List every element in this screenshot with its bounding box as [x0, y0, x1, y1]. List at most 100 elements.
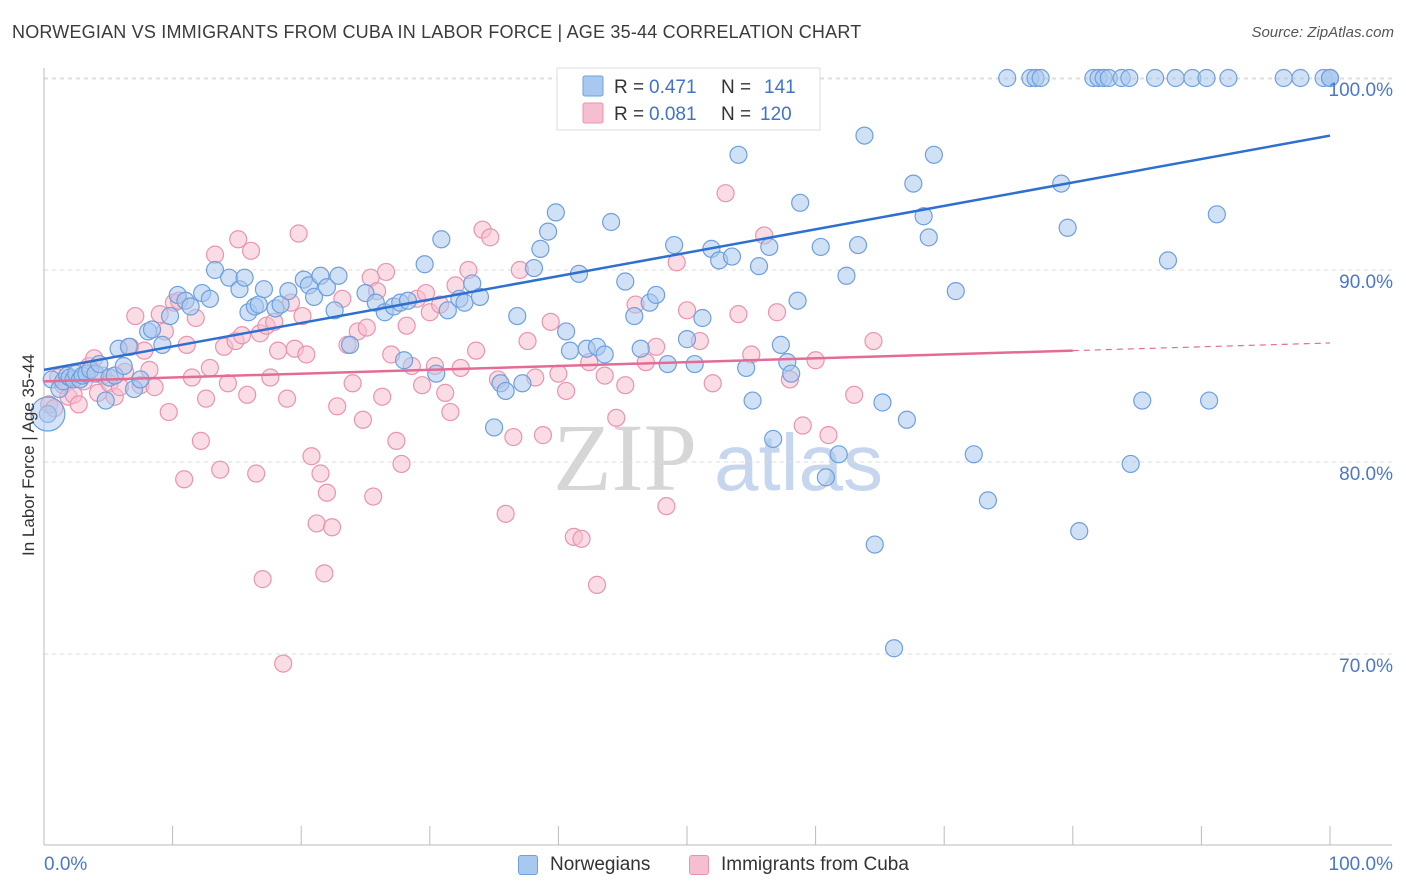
data-point-cuba [504, 427, 523, 447]
x-tick-label: 100.0% [1329, 854, 1394, 875]
data-point-cuba [317, 483, 337, 502]
data-point-norwegian [1274, 68, 1293, 88]
data-point-norwegian [616, 272, 635, 291]
data-point-norwegian [884, 639, 904, 658]
data-point-norwegian [325, 301, 344, 320]
data-point-norwegian [1070, 522, 1089, 541]
data-point-norwegian [427, 364, 446, 383]
data-point-cuba [616, 376, 635, 395]
data-point-cuba [69, 395, 88, 414]
data-point-norwegian [677, 330, 697, 349]
data-point-cuba [353, 410, 373, 429]
data-point-norwegian [625, 306, 644, 326]
data-point-norwegian [271, 295, 290, 314]
data-point-norwegian [873, 393, 892, 412]
data-point-norwegian [743, 391, 762, 410]
data-point-norwegian [1197, 68, 1216, 88]
data-point-cuba [297, 345, 316, 364]
data-point-norwegian [829, 445, 848, 464]
data-point-cuba [647, 337, 666, 356]
data-point-cuba [322, 518, 342, 537]
data-point-norwegian [764, 429, 783, 449]
data-point-norwegian [470, 287, 490, 306]
chart-title: NORWEGIAN VS IMMIGRANTS FROM CUBA IN LAB… [12, 22, 862, 42]
data-point-norwegian [865, 535, 884, 554]
data-point-norwegian [557, 322, 576, 341]
data-point-cuba [549, 364, 568, 383]
data-point-norwegian [1146, 68, 1165, 88]
data-point-cuba [196, 389, 216, 408]
data-point-cuba [268, 341, 288, 360]
data-point-norwegian [508, 306, 527, 326]
data-point-cuba [218, 374, 237, 393]
data-point-norwegian [978, 491, 998, 510]
stats-n-label-2: N = [721, 104, 751, 125]
data-point-norwegian [816, 468, 835, 487]
data-point-norwegian [524, 258, 544, 278]
y-tick-label: 70.0% [1339, 656, 1393, 677]
data-point-norwegian [114, 356, 133, 376]
data-point-norwegian [304, 287, 324, 306]
data-point-norwegian [254, 280, 274, 299]
stats-n-label-1: N = [721, 77, 751, 98]
data-point-cuba [767, 303, 787, 322]
data-point-norwegian [914, 207, 933, 226]
data-point-norwegian [235, 268, 254, 287]
stats-legend-swatch-blue [582, 75, 604, 97]
data-point-norwegian [1219, 68, 1238, 88]
data-point-cuba [373, 387, 392, 406]
data-point-norwegian [837, 266, 856, 285]
data-point-norwegian [595, 345, 614, 364]
data-point-norwegian [96, 391, 115, 410]
chart-source: Source: ZipAtlas.com [1251, 24, 1394, 41]
data-point-cuba [205, 245, 225, 264]
stats-r-label-1: R = [614, 77, 644, 98]
data-point-cuba [376, 262, 396, 282]
bottom-legend: Norwegians Immigrants from Cuba [0, 852, 1406, 878]
trend-line-cuba [43, 349, 1073, 383]
data-point-norwegian [964, 445, 983, 464]
data-point-cuba [307, 514, 326, 533]
data-point-cuba [436, 383, 455, 402]
data-point-norwegian [998, 68, 1017, 88]
data-point-cuba [241, 241, 261, 260]
data-point-norwegian [249, 295, 268, 314]
data-point-norwegian [919, 228, 938, 247]
trend-line-norwegians [43, 134, 1331, 372]
gridlines [44, 77, 1392, 655]
data-point-cuba [793, 416, 812, 435]
data-point-cuba [703, 374, 722, 393]
data-point-cuba [357, 318, 376, 337]
data-point-cuba [261, 368, 280, 387]
data-point-cuba [729, 305, 748, 324]
data-point-norwegian [513, 374, 532, 393]
data-point-norwegian [848, 235, 868, 255]
data-point-cuba [238, 385, 257, 404]
stats-legend-swatch-pink [582, 102, 604, 124]
legend-item-norwegians: Norwegians [518, 852, 650, 878]
y-tick-label: 80.0% [1339, 464, 1393, 485]
data-point-norwegian [496, 381, 515, 401]
data-point-cuba [657, 497, 676, 516]
data-point-norwegian [729, 145, 748, 164]
data-point-norwegian [788, 291, 807, 310]
data-point-norwegian [398, 291, 418, 310]
data-point-norwegian [317, 278, 337, 297]
data-point-norwegian [791, 193, 810, 212]
data-point-norwegian [485, 418, 504, 437]
data-point-cuba [392, 454, 411, 474]
y-tick-label: 90.0% [1339, 272, 1393, 293]
data-point-norwegian [279, 282, 298, 301]
data-point-norwegian [1200, 391, 1219, 410]
data-point-norwegian [1058, 218, 1077, 237]
data-point-norwegian [737, 358, 756, 378]
data-point-norwegian [924, 145, 944, 164]
data-point-norwegian [904, 174, 923, 193]
data-point-cuba [441, 402, 460, 422]
data-point-cuba [343, 374, 362, 393]
data-point-cuba [677, 301, 697, 320]
data-point-cuba [211, 460, 230, 479]
data-point-norwegian [771, 335, 790, 354]
data-point-norwegian [782, 364, 801, 383]
